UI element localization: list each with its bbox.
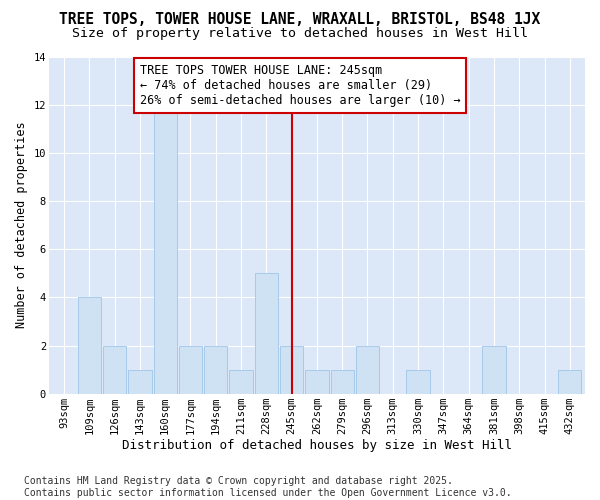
Bar (229, 370, 253, 394)
Bar (128, 370, 152, 394)
Bar (356, 346, 379, 394)
Text: Contains HM Land Registry data © Crown copyright and database right 2025.
Contai: Contains HM Land Registry data © Crown c… (24, 476, 512, 498)
Bar (280, 346, 303, 394)
Text: TREE TOPS TOWER HOUSE LANE: 245sqm
← 74% of detached houses are smaller (29)
26%: TREE TOPS TOWER HOUSE LANE: 245sqm ← 74%… (140, 64, 461, 106)
Text: TREE TOPS, TOWER HOUSE LANE, WRAXALL, BRISTOL, BS48 1JX: TREE TOPS, TOWER HOUSE LANE, WRAXALL, BR… (59, 12, 541, 28)
X-axis label: Distribution of detached houses by size in West Hill: Distribution of detached houses by size … (122, 440, 512, 452)
Bar (154, 104, 177, 394)
Text: Size of property relative to detached houses in West Hill: Size of property relative to detached ho… (72, 28, 528, 40)
Y-axis label: Number of detached properties: Number of detached properties (15, 122, 28, 328)
Bar (305, 370, 329, 394)
Bar (482, 346, 506, 394)
Bar (255, 273, 278, 394)
Bar (331, 370, 354, 394)
Bar (558, 370, 581, 394)
Bar (204, 346, 227, 394)
Bar (406, 370, 430, 394)
Bar (103, 346, 126, 394)
Bar (77, 298, 101, 394)
Bar (179, 346, 202, 394)
